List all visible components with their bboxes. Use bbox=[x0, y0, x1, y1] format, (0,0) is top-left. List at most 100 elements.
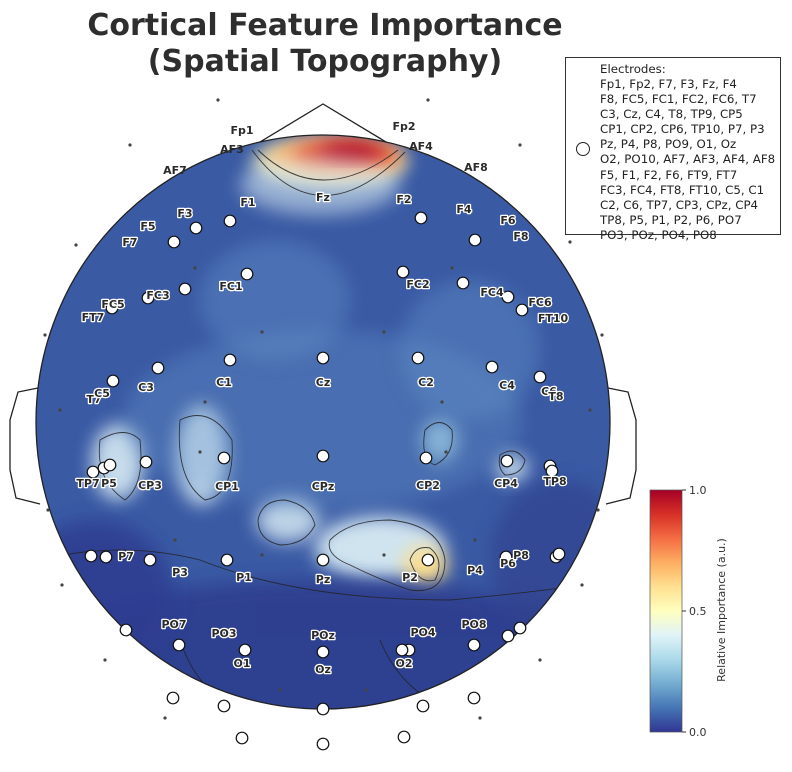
electrode-marker-cz bbox=[316, 351, 330, 365]
sensor-point bbox=[588, 408, 592, 412]
electrode-marker-c5 bbox=[106, 374, 120, 388]
electrode-label-p6: P6 bbox=[500, 557, 516, 570]
electrode-label-fc5: FC5 bbox=[101, 298, 124, 311]
electrode-marker-cp2 bbox=[419, 451, 433, 465]
sensor-point bbox=[473, 538, 477, 542]
electrode-marker-f1 bbox=[223, 214, 237, 228]
electrode-marker-poz bbox=[316, 645, 330, 659]
nose-outline bbox=[249, 103, 397, 149]
electrode-label-po4: PO4 bbox=[410, 626, 435, 639]
contour-line-8 bbox=[498, 450, 526, 476]
sensor-point bbox=[382, 553, 386, 557]
legend-line: F8, FC5, FC1, FC2, FC6, T7 bbox=[600, 92, 757, 107]
electrode-label-p8: P8 bbox=[513, 549, 529, 562]
electrode-marker-po9 bbox=[119, 623, 133, 637]
sensor-point bbox=[260, 553, 264, 557]
sensor-point bbox=[60, 583, 64, 587]
sensor-point bbox=[46, 508, 50, 512]
electrode-label-pz: Pz bbox=[316, 573, 330, 586]
electrode-label-tp8: TP8 bbox=[543, 475, 566, 488]
legend-line: Pz, P4, P8, PO9, O1, Oz bbox=[600, 137, 737, 152]
electrode-marker-fc6 bbox=[501, 290, 515, 304]
legend-title: Electrodes: bbox=[600, 62, 666, 76]
electrode-marker-p6 bbox=[499, 550, 513, 564]
sensor-point bbox=[103, 658, 107, 662]
legend-line: Fp1, Fp2, F7, F3, Fz, F4 bbox=[600, 77, 737, 91]
electrode-marker-po7 bbox=[172, 638, 186, 652]
electrode-marker-cp3 bbox=[139, 455, 153, 469]
electrode-label-oz: Oz bbox=[315, 663, 331, 676]
electrode-label-p3: P3 bbox=[172, 566, 188, 579]
legend-line: O2, PO10, AF7, AF3, AF4, AF8 bbox=[600, 152, 776, 167]
heat-region-4 bbox=[240, 155, 400, 215]
electrode-label-af7: AF7 bbox=[163, 164, 187, 177]
electrode-label-p2: P2 bbox=[402, 571, 418, 584]
electrode-marker-outer-7 bbox=[467, 691, 481, 705]
heat-region-14 bbox=[123, 330, 523, 510]
electrode-label-c5: C5 bbox=[94, 387, 110, 400]
electrode-marker-f3 bbox=[189, 221, 203, 235]
electrode-label-ft10: FT10 bbox=[538, 312, 569, 325]
electrode-label-af8: AF8 bbox=[464, 161, 488, 174]
sensor-point bbox=[444, 450, 448, 454]
sensor-point bbox=[450, 266, 454, 270]
left-ear-outline bbox=[9, 387, 41, 505]
electrode-label-p1: P1 bbox=[236, 571, 252, 584]
legend-electrode-list: Fp1, Fp2, F7, F3, Fz, F4 F8, FC5, FC1, F… bbox=[600, 77, 775, 243]
legend-line: F5, F1, F2, F6, FT9, FT7 bbox=[600, 167, 738, 182]
legend-line: TP8, P5, P1, P2, P6, PO7 bbox=[600, 212, 742, 227]
electrode-marker-c2 bbox=[411, 351, 425, 365]
electrode-marker-f7 bbox=[167, 235, 181, 249]
chart-title-line-1: Cortical Feature Importance bbox=[87, 8, 563, 43]
electrode-label-c3: C3 bbox=[138, 381, 154, 394]
electrode-marker-p2 bbox=[421, 553, 435, 567]
electrode-label-t7: T7 bbox=[86, 393, 101, 406]
electrode-label-f6: F6 bbox=[500, 214, 516, 227]
electrode-marker-p7 bbox=[99, 550, 113, 564]
sensor-point bbox=[426, 98, 430, 102]
sensor-point bbox=[580, 583, 584, 587]
electrode-marker-c4 bbox=[485, 360, 499, 374]
colorbar-tick-label: 0.5 bbox=[689, 605, 707, 618]
sensor-point bbox=[193, 266, 197, 270]
colorbar-tick-label: 1.0 bbox=[689, 484, 707, 497]
sensor-point bbox=[203, 400, 207, 404]
electrode-label-af3: AF3 bbox=[220, 143, 244, 156]
colorbar: 0.0 0.5 1.0 Relative Importance (a.u.) bbox=[649, 484, 728, 739]
sensor-point bbox=[320, 58, 324, 62]
sensor-point bbox=[173, 538, 177, 542]
contour-line-2 bbox=[178, 415, 233, 501]
chart-title-line-2: (Spatial Topography) bbox=[147, 44, 503, 79]
electrode-marker-outer-3 bbox=[235, 731, 249, 745]
legend-line: C2, C6, TP7, CP3, CPz, CP4 bbox=[600, 197, 759, 212]
heat-region-16 bbox=[36, 520, 175, 680]
electrode-marker-ft10 bbox=[515, 303, 529, 317]
electrode-label-fc6: FC6 bbox=[528, 296, 552, 309]
sensor-point bbox=[198, 450, 202, 454]
sensor-point bbox=[278, 688, 282, 692]
sensor-point bbox=[216, 98, 220, 102]
contour-line-5 bbox=[409, 547, 440, 582]
electrode-marker-cp1 bbox=[217, 451, 231, 465]
legend-line: PO3, POz, PO4, PO8 bbox=[600, 227, 717, 242]
electrode-label-c1: C1 bbox=[216, 376, 232, 389]
electrode-label-f7: F7 bbox=[122, 236, 137, 249]
contour-line-4 bbox=[328, 519, 446, 592]
legend-marker-icon bbox=[576, 142, 590, 156]
electrode-marker-po8 bbox=[467, 638, 481, 652]
electrode-marker-f4 bbox=[468, 233, 482, 247]
electrode-marker-cpz bbox=[316, 449, 330, 463]
electrode-label-cp3: CP3 bbox=[138, 479, 162, 492]
electrode-marker-cp5 bbox=[143, 553, 157, 567]
electrode-marker-o2 bbox=[395, 643, 409, 657]
electrode-marker-fc4 bbox=[456, 276, 470, 290]
sensor-point bbox=[600, 333, 604, 337]
electrode-label-f4: F4 bbox=[456, 203, 472, 216]
electrode-marker-outer-4 bbox=[316, 737, 330, 751]
contour-line-9 bbox=[39, 549, 610, 601]
sensor-point bbox=[538, 658, 542, 662]
colorbar-label: Relative Importance (a.u.) bbox=[715, 538, 728, 682]
legend-line: C3, Cz, C4, T8, TP9, CP5 bbox=[600, 107, 743, 122]
electrode-marker-c1 bbox=[223, 353, 237, 367]
electrode-marker-outer-0 bbox=[84, 549, 98, 563]
